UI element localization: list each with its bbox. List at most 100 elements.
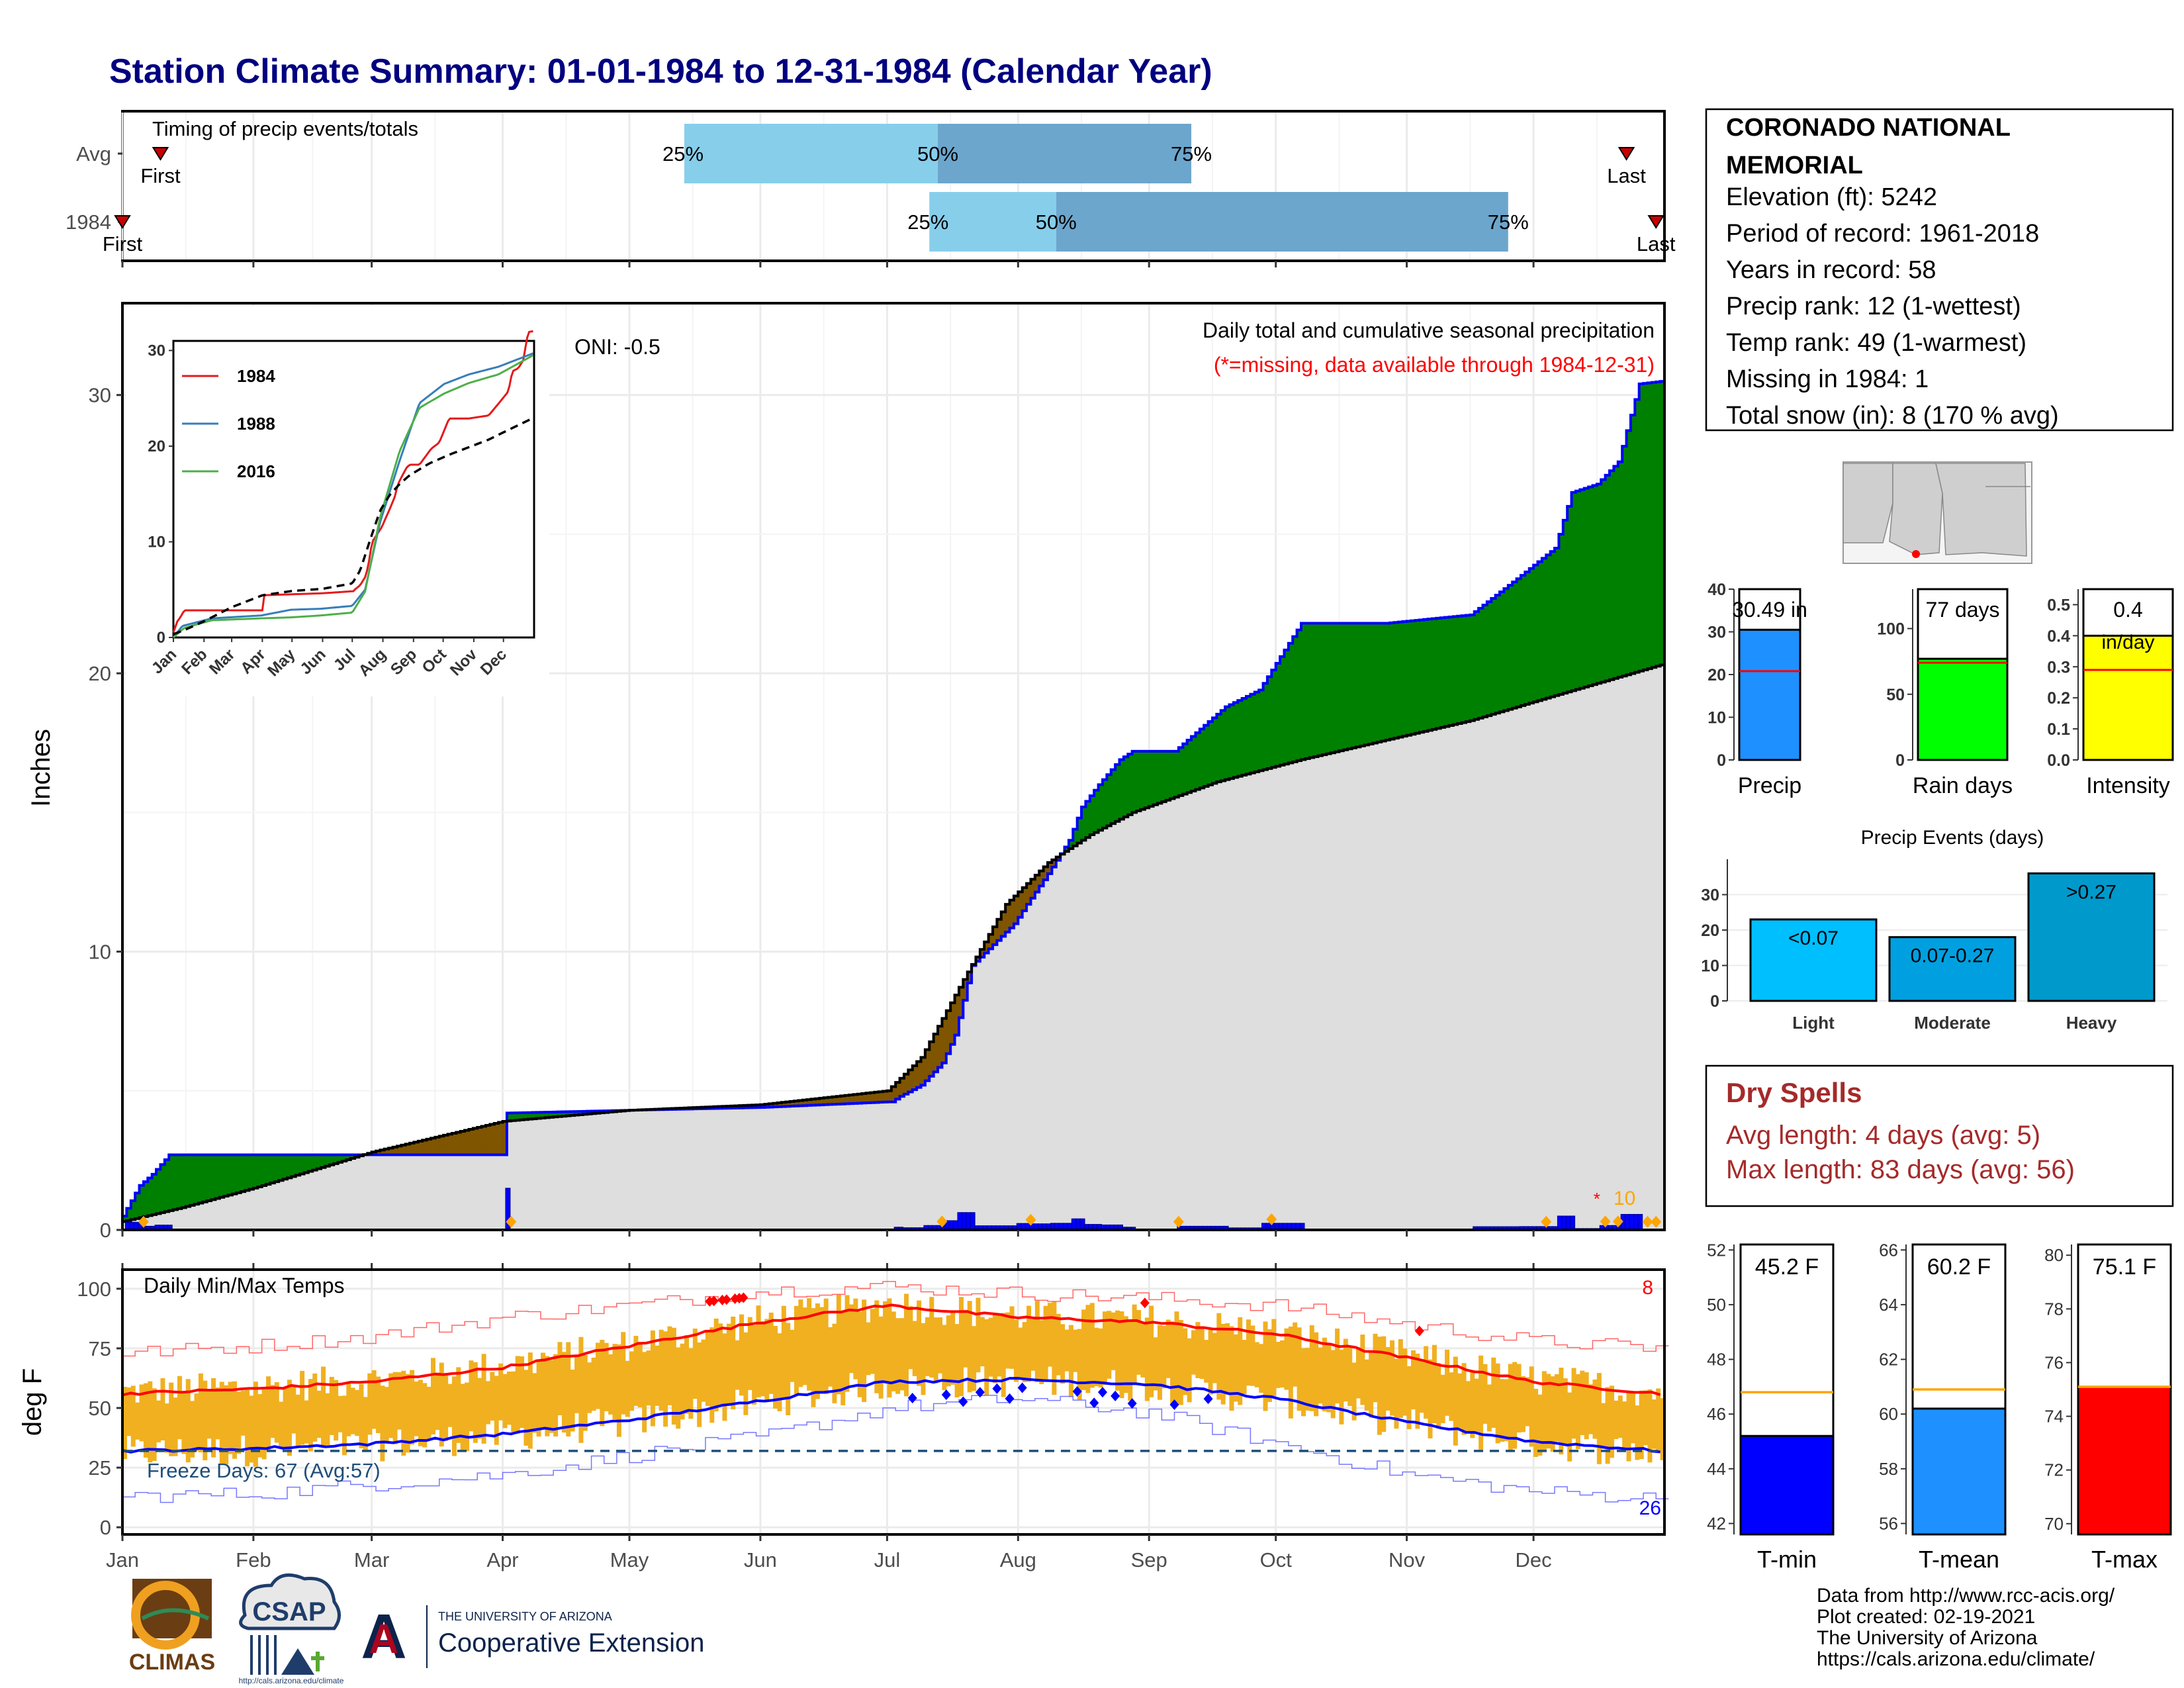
inset-line-2016 — [173, 354, 534, 639]
page-title: Station Climate Summary: 01-01-1984 to 1… — [109, 52, 1212, 91]
daily-temp-bar — [646, 1350, 651, 1406]
daily-temp-bar — [1445, 1349, 1450, 1416]
daily-temp-bar — [773, 1325, 778, 1409]
above-average-fill — [1115, 765, 1120, 821]
events-category-label: Moderate — [1914, 1013, 1991, 1033]
daily-temp-bar — [912, 1321, 917, 1376]
below-average-fill — [976, 957, 981, 962]
temp-summary-bar-t-max — [2077, 1385, 2172, 1536]
above-average-fill — [130, 1200, 136, 1220]
above-average-fill — [169, 1154, 174, 1211]
below-average-fill — [950, 1002, 956, 1045]
daily-temp-bar — [739, 1314, 744, 1396]
above-average-fill — [156, 1169, 161, 1214]
daily-temp-bar — [532, 1373, 537, 1433]
daily-temp-bar — [848, 1304, 854, 1374]
above-average-fill — [1516, 579, 1522, 707]
daily-temp-bar — [1026, 1305, 1032, 1382]
below-average-fill — [979, 949, 985, 957]
record-high-marker — [1414, 1325, 1424, 1336]
timing-p25-label: 25% — [662, 142, 704, 165]
below-average-fill — [494, 1123, 499, 1155]
above-average-fill — [1351, 623, 1357, 748]
daily-temp-bar — [760, 1321, 765, 1397]
record-low-marker — [1097, 1387, 1107, 1398]
above-average-fill — [148, 1178, 153, 1216]
above-average-fill — [1259, 690, 1264, 771]
first-event-label: First — [103, 232, 143, 256]
daily-temp-bar — [1457, 1373, 1463, 1429]
daily-temp-bar — [972, 1326, 977, 1391]
month-label: Apr — [486, 1548, 518, 1571]
dry-spells-title: Dry Spells — [1726, 1077, 1862, 1108]
first-event-marker — [114, 215, 131, 229]
below-average-fill — [477, 1127, 482, 1155]
above-average-fill — [1474, 611, 1479, 720]
above-average-fill — [1491, 598, 1496, 715]
month-label: May — [610, 1548, 649, 1571]
daily-temp-bar — [215, 1387, 220, 1440]
temp-y-tick-label: 100 — [77, 1278, 111, 1301]
above-average-fill — [1208, 722, 1213, 785]
above-average-fill — [1559, 534, 1564, 694]
inset-legend-label: 2016 — [237, 461, 275, 481]
above-average-fill — [1263, 683, 1268, 770]
daily-temp-bar — [718, 1323, 723, 1405]
below-average-fill — [1034, 874, 1040, 892]
above-average-fill — [1267, 677, 1273, 769]
month-label: Feb — [236, 1548, 271, 1571]
inset-line-1984 — [172, 330, 533, 633]
daily-temp-bar — [1470, 1370, 1475, 1438]
daily-temp-bar — [1369, 1350, 1374, 1418]
daily-temp-bar — [219, 1382, 224, 1464]
above-average-fill — [1254, 692, 1259, 772]
record-high-marker — [709, 1295, 719, 1307]
above-average-fill — [1233, 702, 1239, 778]
daily-temp-bar — [1144, 1317, 1150, 1401]
temp-summary-y-tick-label: 76 — [2044, 1352, 2064, 1372]
below-average-fill — [469, 1129, 474, 1155]
above-average-fill — [1322, 623, 1328, 755]
temp-panel: 0 25 50 75 100 Jan Feb Mar Apr May Jun Jul Aug Sep Oc… — [18, 1268, 1669, 1571]
below-average-fill — [1039, 870, 1044, 886]
daily-temp-bar — [1170, 1321, 1175, 1405]
daily-temp-bar — [388, 1373, 394, 1438]
below-average-fill — [768, 1103, 774, 1107]
daily-temp-bar — [1643, 1390, 1649, 1446]
daily-temp-bar — [705, 1330, 710, 1406]
daily-temp-bar — [549, 1360, 554, 1433]
below-average-fill — [917, 1061, 922, 1088]
daily-temp-bar — [506, 1371, 512, 1425]
below-average-fill — [376, 1150, 381, 1155]
above-average-fill — [1601, 479, 1606, 682]
above-average-fill — [1643, 383, 1649, 670]
inset-legend-label: 1988 — [237, 414, 275, 434]
daily-temp-bar — [160, 1378, 165, 1440]
daily-temp-bar — [954, 1324, 960, 1397]
daily-temp-bar — [152, 1388, 157, 1462]
daily-temp-bar — [786, 1323, 791, 1415]
daily-temp-bar — [841, 1311, 846, 1405]
daily-temp-bar — [958, 1297, 964, 1397]
temp-summary-y-tick-label: 50 — [1707, 1295, 1726, 1315]
daily-temp-bar — [853, 1298, 858, 1380]
daily-temp-bar — [1322, 1337, 1327, 1412]
record-low-marker — [1169, 1399, 1179, 1410]
daily-temp-bar — [794, 1305, 799, 1395]
daily-temp-bar — [1440, 1374, 1445, 1424]
above-average-fill — [566, 1111, 571, 1116]
above-average-fill — [1343, 623, 1349, 750]
inset-y-tick-label: 0 — [157, 629, 165, 647]
daily-temp-bar — [802, 1307, 807, 1385]
above-average-fill — [1335, 623, 1340, 752]
summary-y-tick-label: 0.5 — [2047, 596, 2070, 614]
daily-temp-bar — [616, 1344, 621, 1437]
daily-temp-bar — [359, 1383, 364, 1448]
precip-annotation-title: Daily total and cumulative seasonal prec… — [1203, 318, 1655, 342]
summary-y-tick-label: 0.0 — [2047, 751, 2070, 770]
temp-summary-value-label: 60.2 F — [1927, 1254, 1991, 1280]
below-average-fill — [866, 1093, 871, 1103]
summary-y-tick-label: 0.2 — [2047, 689, 2070, 708]
daily-temp-bar — [1178, 1319, 1183, 1405]
above-average-fill — [1157, 751, 1163, 804]
